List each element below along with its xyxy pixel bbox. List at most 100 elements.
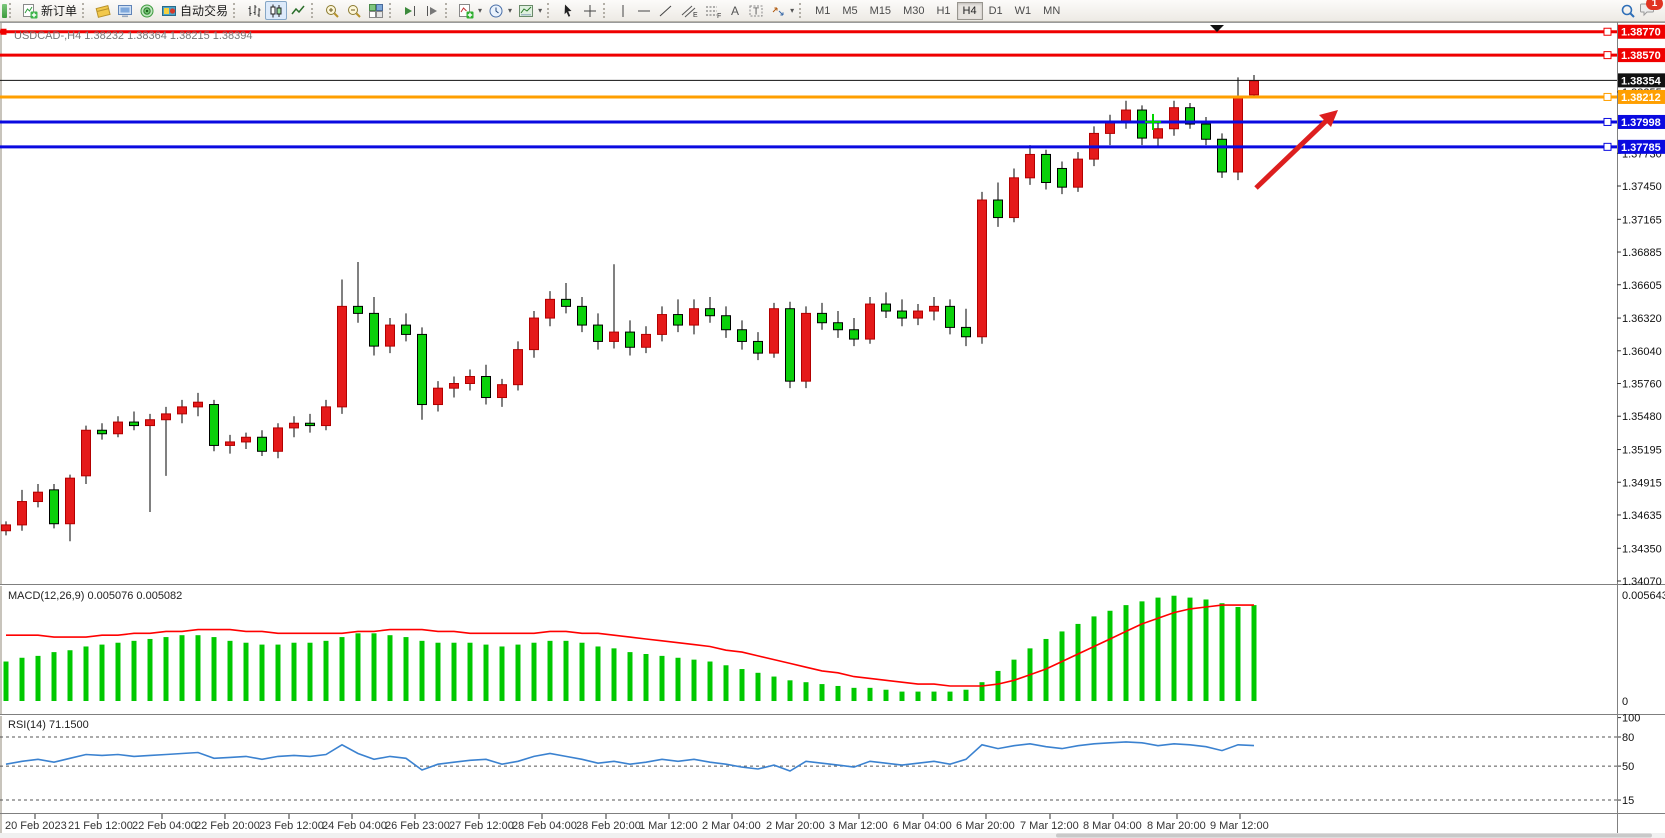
new-order-button[interactable]: 新订单 [19, 1, 80, 20]
periods-button[interactable]: ▾ [485, 1, 515, 20]
toolbar-grip[interactable] [547, 3, 553, 18]
vertical-line-button[interactable] [613, 1, 633, 20]
macd-bar [1203, 599, 1209, 701]
terminal-button[interactable] [114, 1, 136, 20]
toolbar-grip[interactable] [799, 3, 805, 18]
candle [561, 298, 571, 307]
market-watch-button[interactable] [136, 1, 158, 20]
timeframe-m30[interactable]: M30 [897, 2, 930, 20]
rsi-label: RSI(14) 71.1500 [8, 719, 89, 731]
candle [897, 310, 907, 319]
timeframe-mn[interactable]: MN [1037, 2, 1066, 20]
macd-bar [307, 642, 313, 701]
price-label-text: 1.38570 [1621, 50, 1661, 62]
price-label-box [1618, 139, 1665, 154]
toolbar-grip[interactable] [9, 3, 15, 18]
tile-windows-icon [369, 3, 384, 18]
tile-windows-button[interactable] [365, 1, 387, 20]
cursor-button[interactable] [557, 1, 579, 20]
down-triangle-marker[interactable] [1210, 25, 1224, 32]
toolbar-grip[interactable] [233, 3, 239, 18]
chart-shift-button[interactable] [399, 1, 421, 20]
candle [177, 406, 187, 415]
equidistant-channel-button[interactable]: E [677, 1, 701, 20]
text-label-button[interactable]: T [745, 1, 767, 20]
new-chart-icon[interactable] [2, 3, 7, 18]
indicators-button[interactable]: ▾ [455, 1, 485, 20]
line-handle[interactable] [1603, 117, 1612, 126]
trend-arrow-line[interactable] [1254, 119, 1328, 190]
macd-bar [371, 633, 377, 701]
timeframe-m1[interactable]: M1 [809, 2, 836, 20]
line-chart-button[interactable] [287, 1, 309, 20]
trendline-icon [659, 5, 672, 16]
line-handle[interactable] [1603, 27, 1612, 36]
price-tick-label: 1.34635 [1622, 510, 1662, 522]
candle [625, 331, 635, 348]
candle [1025, 153, 1035, 179]
macd-bar [835, 685, 841, 701]
timeframe-h4[interactable]: H4 [956, 1, 983, 20]
search-icon [1621, 4, 1635, 18]
macd-bar [851, 687, 857, 701]
price-label-box [1618, 73, 1665, 88]
price-tick-label: 1.35760 [1622, 379, 1662, 391]
candle [769, 308, 779, 354]
toolbar-grip[interactable] [311, 3, 317, 18]
timeframe-m5[interactable]: M5 [836, 2, 863, 20]
horizontal-line-button[interactable] [633, 1, 655, 20]
arrows-button[interactable]: ▾ [767, 1, 797, 20]
horizontal-lines-layer[interactable] [0, 27, 1617, 151]
toolbar-grip[interactable] [603, 3, 609, 18]
fibonacci-button[interactable]: F [701, 1, 725, 20]
toolbar-grip[interactable] [445, 3, 451, 18]
notifications-button[interactable]: 1 [1639, 0, 1663, 20]
candlestick-chart-button[interactable] [265, 1, 288, 20]
autoscroll-button[interactable] [421, 1, 443, 20]
candle [17, 501, 27, 526]
zoom-in-button[interactable] [321, 1, 343, 20]
timeframe-w1[interactable]: W1 [1009, 2, 1038, 20]
window-left-edge [0, 22, 2, 838]
crosshair-button[interactable] [579, 1, 601, 20]
line-handle[interactable] [1603, 92, 1612, 101]
timeframe-h1[interactable]: H1 [930, 2, 956, 20]
templates-button[interactable]: ▾ [515, 1, 545, 20]
bar-chart-button[interactable] [243, 1, 265, 20]
toolbar-grip[interactable] [82, 3, 88, 18]
candle [433, 387, 443, 406]
macd-bar [179, 635, 185, 701]
text-button[interactable]: A [725, 1, 745, 20]
price-tick-label: 1.35195 [1622, 445, 1662, 457]
price-axis[interactable]: 1.382551.377301.374501.371651.368851.366… [1617, 24, 1665, 588]
candle [817, 312, 827, 324]
annotations-layer[interactable] [1145, 25, 1338, 190]
line-handle[interactable] [1603, 51, 1612, 60]
history-center-button[interactable] [92, 1, 114, 20]
trendline-button[interactable] [655, 1, 677, 20]
candle [1169, 107, 1179, 130]
candle [417, 333, 427, 406]
zoom-out-button[interactable] [343, 1, 365, 20]
periods-clock-icon [489, 4, 503, 17]
dropdown-caret-icon: ▾ [538, 6, 543, 15]
candle [97, 429, 107, 435]
history-icon [95, 4, 111, 18]
autotrading-button[interactable]: 自动交易 [158, 1, 231, 20]
macd-bar [323, 640, 329, 701]
macd-bar [35, 655, 41, 701]
timeframe-m15[interactable]: M15 [864, 2, 897, 20]
macd-bar [563, 640, 569, 701]
h-scrollbar-track[interactable] [0, 833, 1665, 838]
search-button[interactable] [1617, 1, 1639, 20]
line-handle[interactable] [1603, 142, 1612, 151]
line-handle[interactable] [0, 28, 7, 35]
timeframe-d1[interactable]: D1 [983, 2, 1009, 20]
candle [49, 489, 59, 525]
toolbar-grip[interactable] [389, 3, 395, 18]
h-scrollbar-thumb[interactable] [1056, 833, 1652, 838]
candle [1217, 138, 1227, 173]
trend-arrow-head[interactable] [1319, 110, 1338, 127]
